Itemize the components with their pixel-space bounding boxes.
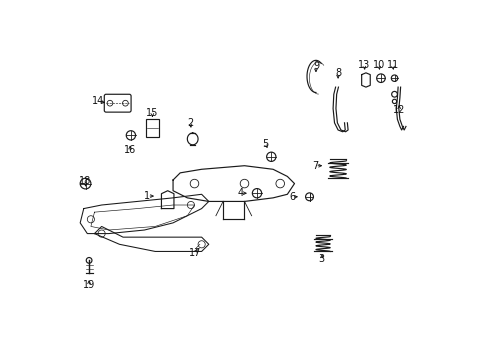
Text: 10: 10 (372, 60, 384, 70)
Text: 8: 8 (334, 68, 341, 78)
Text: 4: 4 (237, 188, 244, 198)
Text: 15: 15 (146, 108, 158, 118)
Text: 19: 19 (83, 280, 95, 290)
Text: 1: 1 (144, 191, 150, 201)
Text: 11: 11 (386, 60, 398, 70)
Text: 2: 2 (187, 118, 193, 128)
Text: 17: 17 (189, 248, 201, 258)
Bar (145, 119, 159, 137)
Text: 3: 3 (318, 254, 324, 264)
Text: 7: 7 (311, 161, 318, 171)
Text: 5: 5 (262, 139, 268, 149)
Circle shape (86, 257, 92, 263)
Text: 6: 6 (289, 192, 295, 202)
Text: 9: 9 (312, 62, 318, 71)
Text: 18: 18 (79, 176, 91, 186)
Text: 14: 14 (92, 96, 104, 107)
Text: 13: 13 (357, 60, 369, 70)
Text: 12: 12 (392, 105, 405, 115)
Text: 16: 16 (124, 145, 136, 155)
